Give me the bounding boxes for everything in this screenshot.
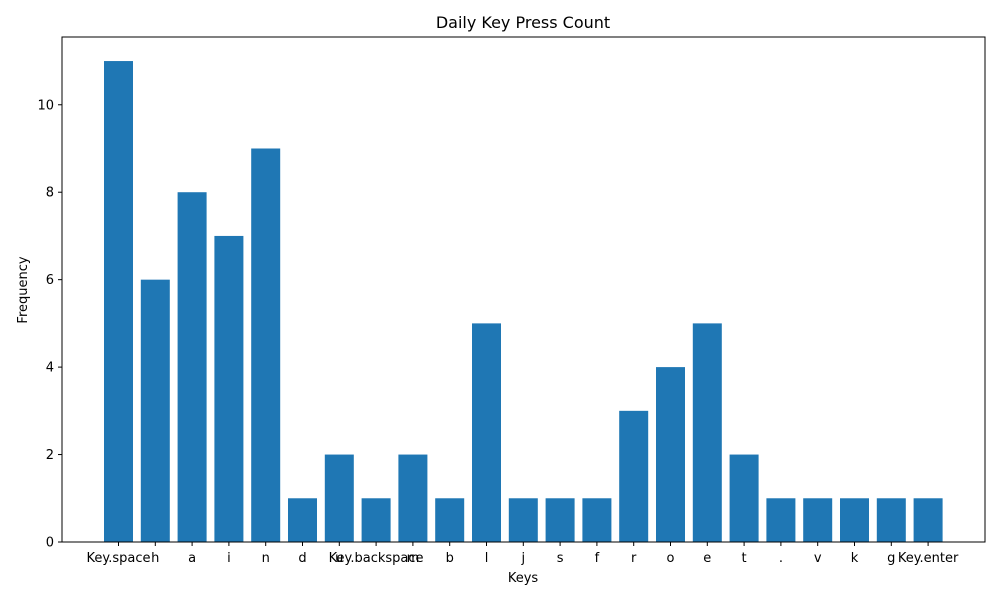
- x-tick-label-12: s: [557, 551, 564, 566]
- bar-14: [619, 410, 649, 542]
- bar-2: [177, 192, 207, 543]
- y-tick-label-0: 0: [46, 536, 54, 551]
- bar-4: [251, 148, 281, 542]
- bar-13: [582, 498, 612, 542]
- bar-5: [288, 498, 317, 542]
- x-tick-label-9: b: [446, 551, 454, 566]
- x-tick-label-18: .: [779, 551, 783, 566]
- x-tick-label-14: r: [631, 551, 637, 566]
- bar-18: [766, 498, 796, 542]
- x-tick-label-5: d: [298, 551, 306, 566]
- y-axis-label: Frequency: [16, 256, 31, 323]
- x-tick-label-20: k: [851, 551, 859, 566]
- x-tick-label-17: t: [742, 551, 747, 566]
- x-axis-label: Keys: [508, 571, 539, 586]
- bar-16: [692, 323, 722, 542]
- y-tick-label-2: 4: [46, 361, 54, 376]
- x-tick-label-13: f: [595, 551, 600, 566]
- x-tick-label-6: u: [335, 551, 343, 566]
- x-tick-label-11: j: [520, 551, 525, 566]
- bar-12: [545, 498, 575, 542]
- y-axis: 0 2 4 6 8 10: [37, 98, 62, 551]
- x-tick-label-22: Key.enter: [898, 551, 959, 566]
- x-tick-label-15: o: [667, 551, 675, 566]
- x-tick-label-19: v: [814, 551, 822, 566]
- bar-9: [435, 498, 465, 542]
- x-tick-label-2: a: [188, 551, 196, 566]
- bar-21: [876, 498, 906, 542]
- x-tick-label-21: g: [887, 551, 895, 566]
- bar-3: [214, 235, 244, 542]
- x-tick-label-7: Key.backspace: [329, 551, 424, 566]
- bar-1: [140, 279, 170, 542]
- bar-22: [913, 498, 943, 542]
- y-tick-label-4: 8: [46, 186, 54, 201]
- bar-19: [803, 498, 833, 542]
- chart-title: Daily Key Press Count: [436, 13, 610, 32]
- x-tick-label-16: e: [703, 551, 711, 566]
- x-tick-label-1: h: [151, 551, 159, 566]
- bar-6: [324, 454, 354, 542]
- bar-11: [508, 498, 538, 542]
- y-tick-label-3: 6: [46, 273, 54, 288]
- x-tick-label-8: m: [407, 551, 420, 566]
- x-tick-label-0: Key.space: [87, 551, 151, 566]
- bars-group: [104, 61, 943, 543]
- bar-17: [729, 454, 759, 542]
- bar-0: [104, 61, 133, 543]
- x-tick-label-4: n: [262, 551, 270, 566]
- bar-8: [398, 454, 428, 542]
- bar-15: [656, 367, 685, 542]
- x-tick-label-3: i: [227, 551, 231, 566]
- x-tick-label-10: l: [485, 551, 489, 566]
- bar-7: [361, 498, 391, 542]
- y-tick-label-5: 10: [37, 98, 54, 113]
- bar-10: [472, 323, 501, 542]
- bar-20: [840, 498, 869, 542]
- y-tick-label-1: 2: [46, 448, 54, 463]
